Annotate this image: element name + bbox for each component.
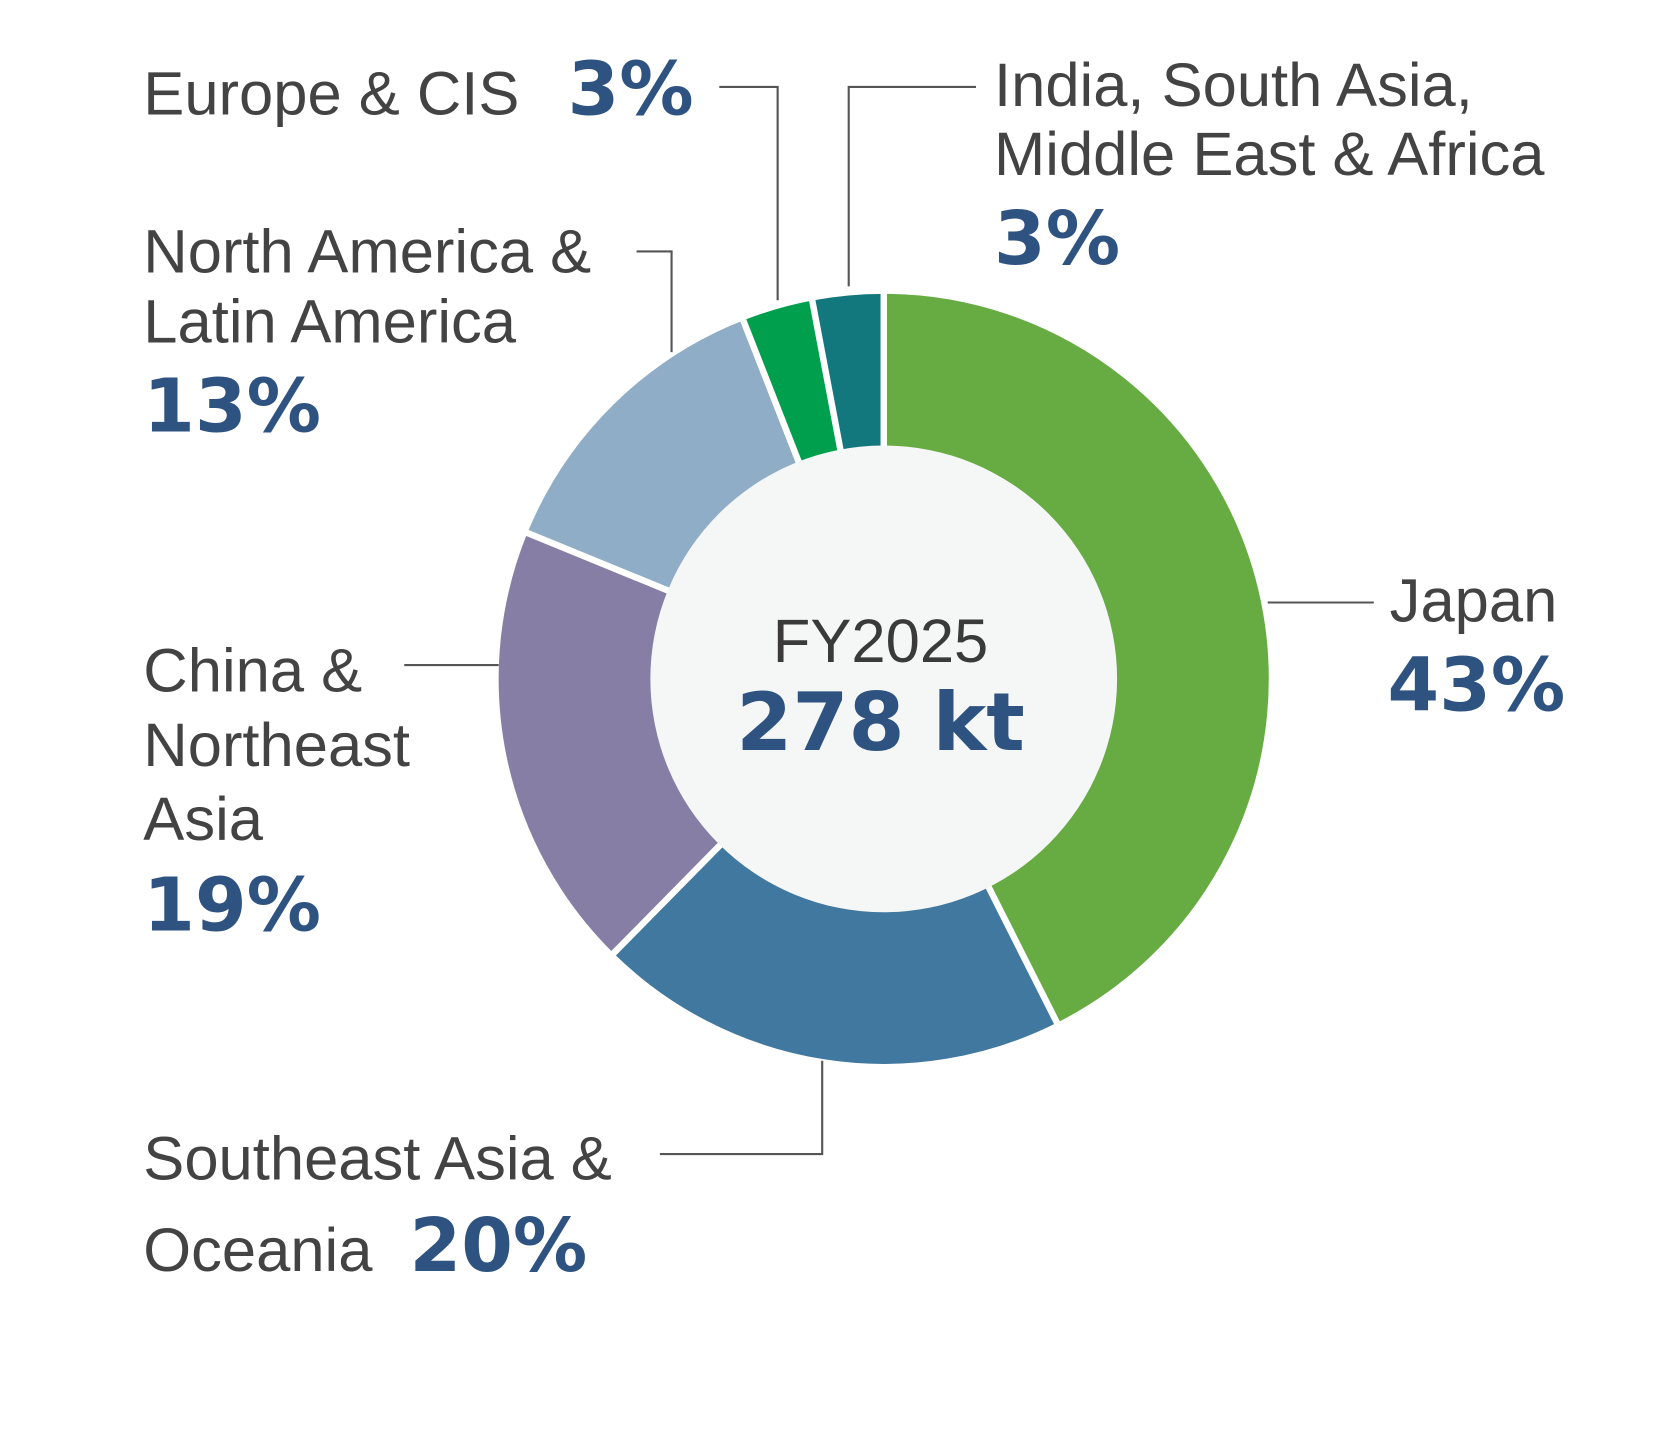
label-japan: Japan [1390, 567, 1558, 636]
pct-southeast-asia: 20% [410, 1202, 588, 1289]
label-north-america-line2: Latin America [143, 288, 516, 357]
label-china-line2: Northeast [143, 711, 410, 780]
pct-europe: 3% [568, 46, 694, 133]
leader-line-india [847, 85, 977, 287]
pct-japan: 43% [1388, 642, 1566, 729]
center-year: FY2025 [773, 607, 988, 676]
leader-line-europe [719, 85, 779, 301]
label-india-line2: Middle East & Africa [994, 120, 1545, 189]
center-total: 278 kt [736, 676, 1024, 770]
pct-china: 19% [143, 861, 321, 948]
pct-india: 3% [994, 195, 1120, 282]
label-southeast-asia-line1: Southeast Asia & [143, 1125, 612, 1194]
label-india-line1: India, South Asia, [994, 51, 1473, 120]
label-china-line1: China & [143, 637, 362, 706]
pct-north-america: 13% [143, 363, 321, 450]
donut-slices [492, 287, 1276, 1071]
leader-line-north-america [636, 250, 673, 353]
donut-center [650, 445, 1118, 913]
label-europe: Europe & CIS [143, 60, 519, 129]
label-southeast-asia-line2: Oceania [143, 1216, 373, 1285]
label-china-line3: Asia [143, 785, 263, 854]
leader-line-southeast-asia [659, 1060, 824, 1156]
label-north-america-line1: North America & [143, 218, 591, 287]
